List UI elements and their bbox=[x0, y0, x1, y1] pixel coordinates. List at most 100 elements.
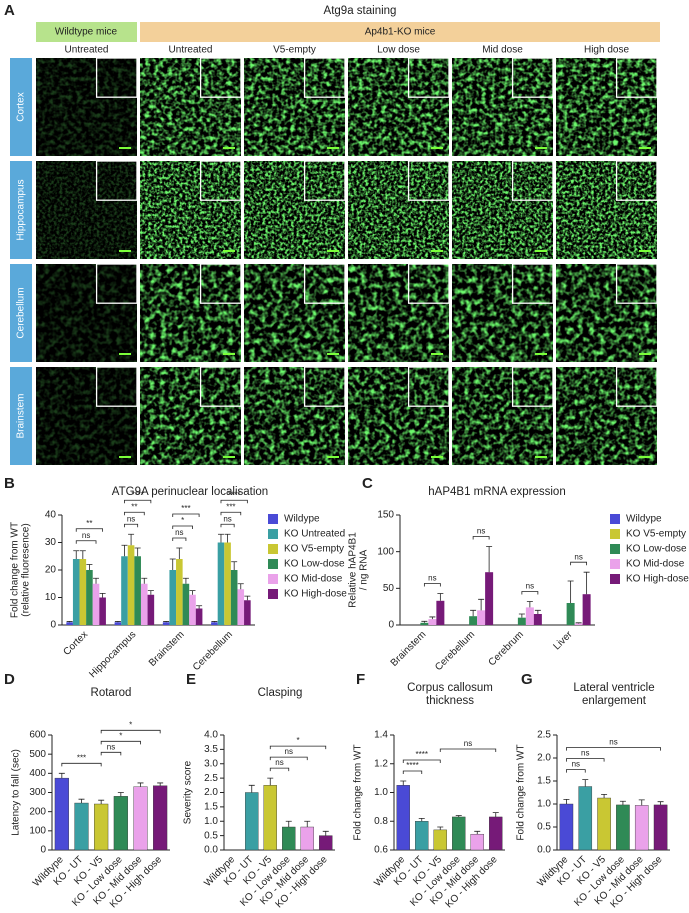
significance-label: ns bbox=[477, 527, 485, 536]
bar bbox=[133, 786, 148, 851]
bar bbox=[396, 785, 410, 851]
error-bar bbox=[141, 577, 148, 584]
significance-label: * bbox=[181, 516, 184, 525]
error-bar bbox=[267, 777, 274, 786]
error-bar bbox=[244, 595, 251, 601]
y-tick-label: 100 bbox=[377, 546, 394, 557]
bar bbox=[99, 597, 106, 625]
significance-bracket bbox=[566, 758, 605, 762]
error-bar bbox=[486, 546, 493, 573]
column-label: Untreated bbox=[65, 45, 109, 56]
bar bbox=[244, 600, 251, 625]
inset-frame bbox=[303, 366, 346, 407]
group-box bbox=[36, 22, 137, 42]
y-tick-label: 4.0 bbox=[204, 730, 218, 741]
significance-label: ns bbox=[175, 528, 183, 537]
bar bbox=[224, 542, 231, 625]
significance-label: *** bbox=[77, 753, 86, 762]
error-bar bbox=[99, 592, 106, 598]
error-bar bbox=[619, 800, 626, 805]
inset-frame bbox=[199, 57, 242, 98]
micrograph-signal bbox=[140, 367, 241, 465]
significance-label: ns bbox=[107, 742, 115, 751]
legend-label: Wildype bbox=[626, 514, 662, 525]
x-tick-label: Hippocampus bbox=[87, 629, 138, 680]
significance-label: * bbox=[129, 720, 132, 729]
bar bbox=[566, 603, 575, 625]
legend-label: KO High-dose bbox=[626, 574, 689, 585]
error-bar bbox=[231, 561, 238, 570]
significance-bracket bbox=[124, 523, 139, 528]
error-bar bbox=[169, 558, 176, 570]
bar bbox=[469, 616, 478, 625]
y-tick-label: 100 bbox=[29, 825, 46, 836]
error-bar bbox=[211, 621, 218, 623]
error-bar bbox=[474, 830, 481, 835]
inset-frame bbox=[511, 57, 554, 98]
y-tick-label: 1.5 bbox=[537, 776, 551, 787]
legend-label: KO Untreated bbox=[284, 529, 345, 540]
column-label: High dose bbox=[584, 45, 629, 56]
y-axis-label: Fold change from WT bbox=[516, 744, 527, 840]
bar bbox=[153, 785, 168, 851]
row-label-box bbox=[10, 367, 32, 465]
micrograph-signal bbox=[556, 367, 657, 465]
significance-bracket bbox=[269, 767, 290, 772]
significance-bracket bbox=[172, 525, 193, 529]
legend-swatch bbox=[268, 544, 278, 554]
y-axis-label: Relative hAP4B1 bbox=[348, 532, 359, 608]
inset-frame bbox=[95, 263, 138, 304]
bar bbox=[189, 594, 196, 625]
micrograph-signal bbox=[36, 367, 137, 465]
chart-title: enlargement bbox=[582, 695, 647, 707]
significance-bracket bbox=[269, 756, 308, 761]
micrograph-signal bbox=[556, 58, 657, 156]
error-bar bbox=[526, 601, 533, 608]
bar bbox=[485, 572, 494, 625]
bar bbox=[237, 589, 245, 625]
error-bar bbox=[400, 780, 407, 786]
bar bbox=[113, 796, 128, 851]
error-bar bbox=[66, 621, 73, 623]
significance-label: ns bbox=[574, 552, 582, 561]
chart-title: Rotarod bbox=[91, 687, 132, 699]
bar bbox=[176, 559, 183, 625]
row-label: Brainstem bbox=[16, 393, 27, 438]
chart-title: Corpus callosum bbox=[407, 682, 493, 694]
group-box bbox=[140, 22, 660, 42]
micrograph-signal bbox=[452, 367, 553, 465]
error-bar bbox=[157, 782, 164, 786]
y-tick-label: 0.6 bbox=[374, 845, 388, 856]
significance-label: ns bbox=[127, 514, 135, 523]
y-tick-label: 200 bbox=[29, 806, 46, 817]
legend-label: KO Mid-dose bbox=[626, 559, 685, 570]
y-tick-label: 1.4 bbox=[374, 730, 388, 741]
y-tick-label: 600 bbox=[29, 730, 46, 741]
bar bbox=[574, 623, 583, 625]
error-bar bbox=[117, 792, 124, 797]
micrograph-signal bbox=[348, 58, 449, 156]
panel-letter: C bbox=[362, 475, 373, 492]
y-tick-label: 1.5 bbox=[204, 802, 218, 813]
error-bar bbox=[217, 533, 224, 543]
micrograph-signal bbox=[36, 58, 137, 156]
y-tick-label: 2.5 bbox=[204, 773, 218, 784]
legend-swatch bbox=[268, 514, 278, 524]
error-bar bbox=[657, 801, 664, 805]
y-tick-label: 20 bbox=[45, 565, 57, 576]
significance-bracket bbox=[61, 762, 102, 767]
legend-swatch bbox=[268, 559, 278, 569]
y-tick-label: 1.0 bbox=[374, 787, 388, 798]
inset-frame bbox=[199, 366, 242, 407]
bar bbox=[127, 545, 135, 625]
error-bar bbox=[93, 577, 100, 584]
significance-bracket bbox=[570, 561, 588, 566]
row-label: Cerebellum bbox=[16, 287, 27, 338]
bar bbox=[300, 826, 314, 851]
error-bar bbox=[437, 826, 444, 830]
significance-bracket bbox=[521, 591, 539, 595]
row-label-box bbox=[10, 58, 32, 156]
y-tick-label: 300 bbox=[29, 787, 46, 798]
legend-swatch bbox=[268, 589, 278, 599]
bar bbox=[169, 570, 177, 625]
